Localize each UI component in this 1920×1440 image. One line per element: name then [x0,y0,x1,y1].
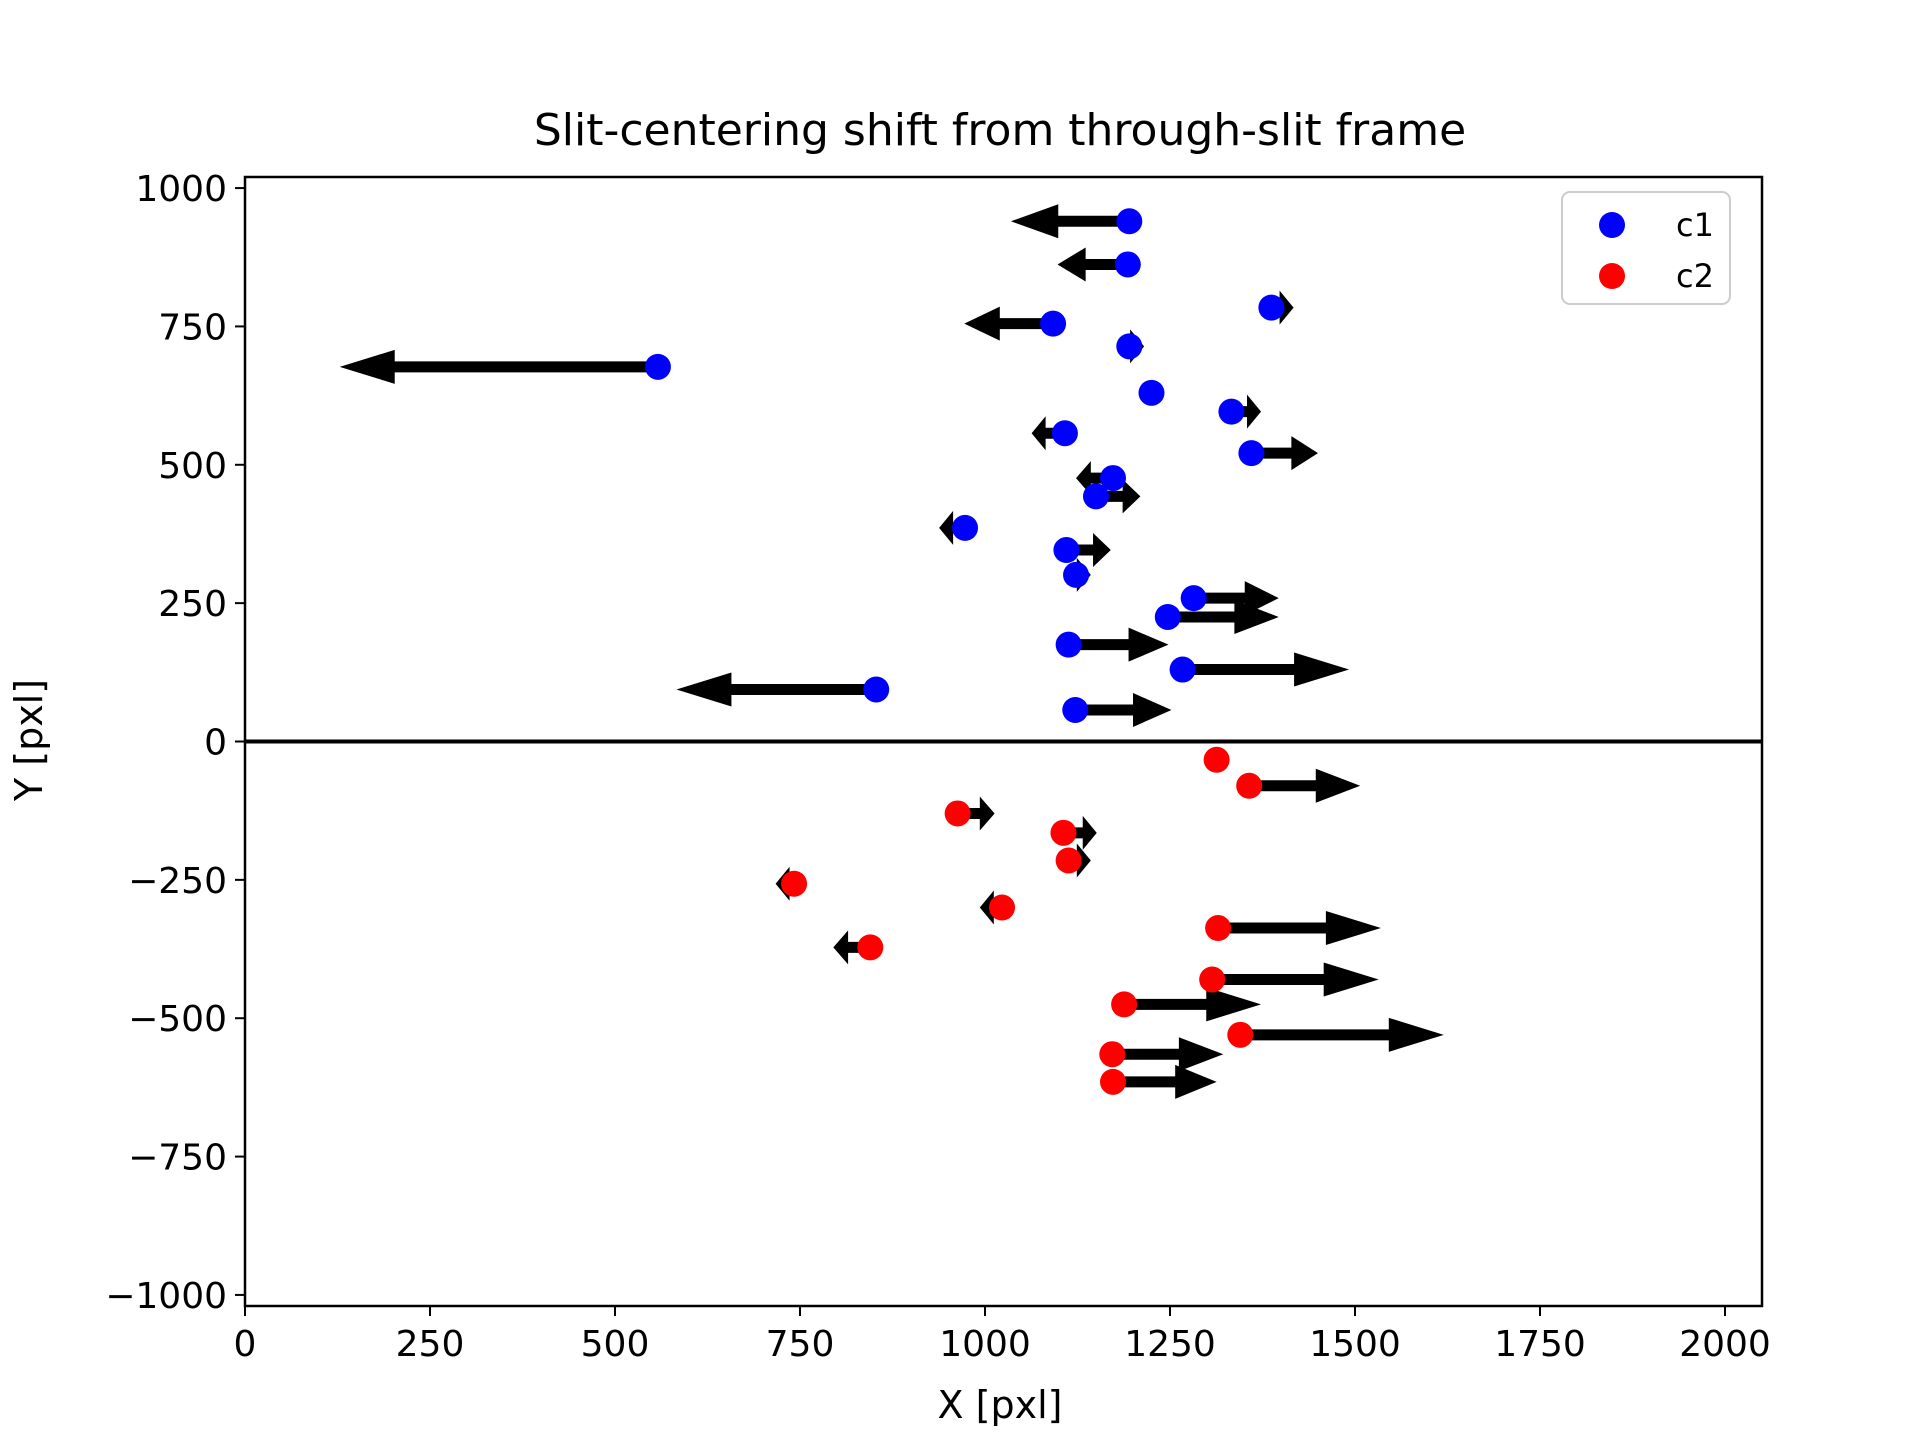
x-tick-label: 750 [766,1324,835,1365]
shift-arrow-c2 [1112,1037,1224,1072]
shift-arrow-c2 [1240,1017,1444,1052]
data-point-c1 [1063,561,1090,588]
y-axis-ticks: 1000 750 500 250 0 −250 −500 −750 −1000 [105,169,245,1317]
y-tick-label: −1000 [105,1276,227,1317]
plot-area [243,175,1764,1308]
shift-arrow-c1 [1076,461,1114,496]
y-tick-label: 0 [204,723,227,764]
x-tick-label: 0 [234,1324,257,1365]
data-point-c2 [1055,847,1082,874]
shift-arrow-c1 [1167,599,1279,634]
y-tick-label: −750 [128,1138,227,1179]
legend: c1 c2 [1561,191,1731,305]
shift-arrow-c2 [1212,962,1379,997]
data-point-c1 [644,353,671,380]
data-point-c2 [1227,1021,1254,1048]
legend-label-c2: c2 [1676,257,1714,295]
shift-arrow-c2 [1218,911,1381,946]
data-point-c1 [1238,440,1265,467]
shift-arrow-c1 [1066,533,1111,568]
shift-arrow-c1 [339,349,658,384]
chart-title: Slit-centering shift from through-slit f… [534,105,1466,156]
data-point-c1 [1138,379,1165,406]
data-point-c2 [1111,991,1138,1018]
x-tick-label: 1250 [1124,1324,1216,1365]
data-point-c2 [1236,772,1263,799]
data-point-c2 [781,870,808,897]
data-point-c1 [1053,537,1080,564]
data-point-c1 [1114,251,1141,278]
x-tick-label: 2000 [1679,1324,1771,1365]
shift-arrow-c2 [833,930,871,965]
data-point-c1 [1100,465,1127,492]
x-tick-label: 500 [581,1324,650,1365]
shift-arrow-c2 [1063,815,1097,850]
shift-arrow-c1 [1057,247,1128,282]
data-point-c1 [863,676,890,703]
y-tick-label: −250 [128,861,227,902]
x-axis-ticks: 0 250 500 750 1000 1250 1500 1750 2000 [234,1306,1771,1365]
shift-arrow-c1 [676,672,877,707]
data-point-c2 [1099,1041,1126,1068]
data-point-c2 [944,800,971,827]
shift-arrow-c2 [1124,987,1262,1022]
data-point-c1 [1040,310,1067,337]
data-point-c1 [1083,483,1109,510]
data-points [644,208,1285,1095]
y-tick-label: 750 [158,307,227,348]
shift-arrow-c1 [1031,416,1065,451]
data-point-c2 [1199,966,1226,993]
x-tick-label: 1750 [1494,1324,1586,1365]
data-point-c2 [989,894,1016,921]
data-point-c1 [1154,603,1181,630]
y-axis-label: Y [pxl] [7,679,51,802]
data-point-c1 [1055,631,1082,658]
shift-arrow-c2 [1113,1064,1217,1099]
data-point-c1 [952,514,979,541]
data-point-c1 [1116,208,1143,235]
x-tick-label: 250 [396,1324,465,1365]
legend-marker-c2 [1599,263,1625,289]
shift-arrow-c2 [1249,768,1361,803]
shift-arrow-c1 [1193,581,1279,616]
data-point-c1 [1051,420,1078,447]
shift-arrow-c1 [1231,394,1262,429]
x-tick-label: 1500 [1309,1324,1401,1365]
x-axis-label: X [pxl] [938,1383,1063,1427]
shift-arrow-c1 [1096,479,1141,514]
data-point-c1 [1116,333,1143,360]
y-tick-label: 1000 [135,169,227,210]
data-point-c2 [857,934,884,961]
shift-arrow-c1 [1075,692,1172,727]
shift-arrow-c1 [964,306,1054,341]
data-point-c1 [1062,696,1089,723]
data-point-c2 [1205,915,1232,942]
data-point-c1 [1169,656,1196,683]
data-point-c1 [1218,398,1245,425]
y-tick-label: 500 [158,446,227,487]
shift-arrows [339,204,1444,1099]
shift-arrow-c1 [1182,652,1350,687]
shift-arrow-c2 [957,796,995,831]
shift-arrow-c1 [1068,627,1169,662]
data-point-c2 [1050,819,1077,846]
data-point-c1 [1180,585,1207,612]
legend-marker-c1 [1599,212,1625,238]
data-point-c2 [1100,1068,1127,1095]
shift-arrow-c1 [1010,204,1130,239]
data-point-c1 [1258,294,1285,321]
y-tick-label: −500 [128,999,227,1040]
legend-label-c1: c1 [1676,206,1714,244]
y-tick-label: 250 [158,584,227,625]
shift-arrow-c1 [1251,436,1318,471]
x-tick-label: 1000 [939,1324,1031,1365]
data-point-c2 [1203,746,1230,773]
